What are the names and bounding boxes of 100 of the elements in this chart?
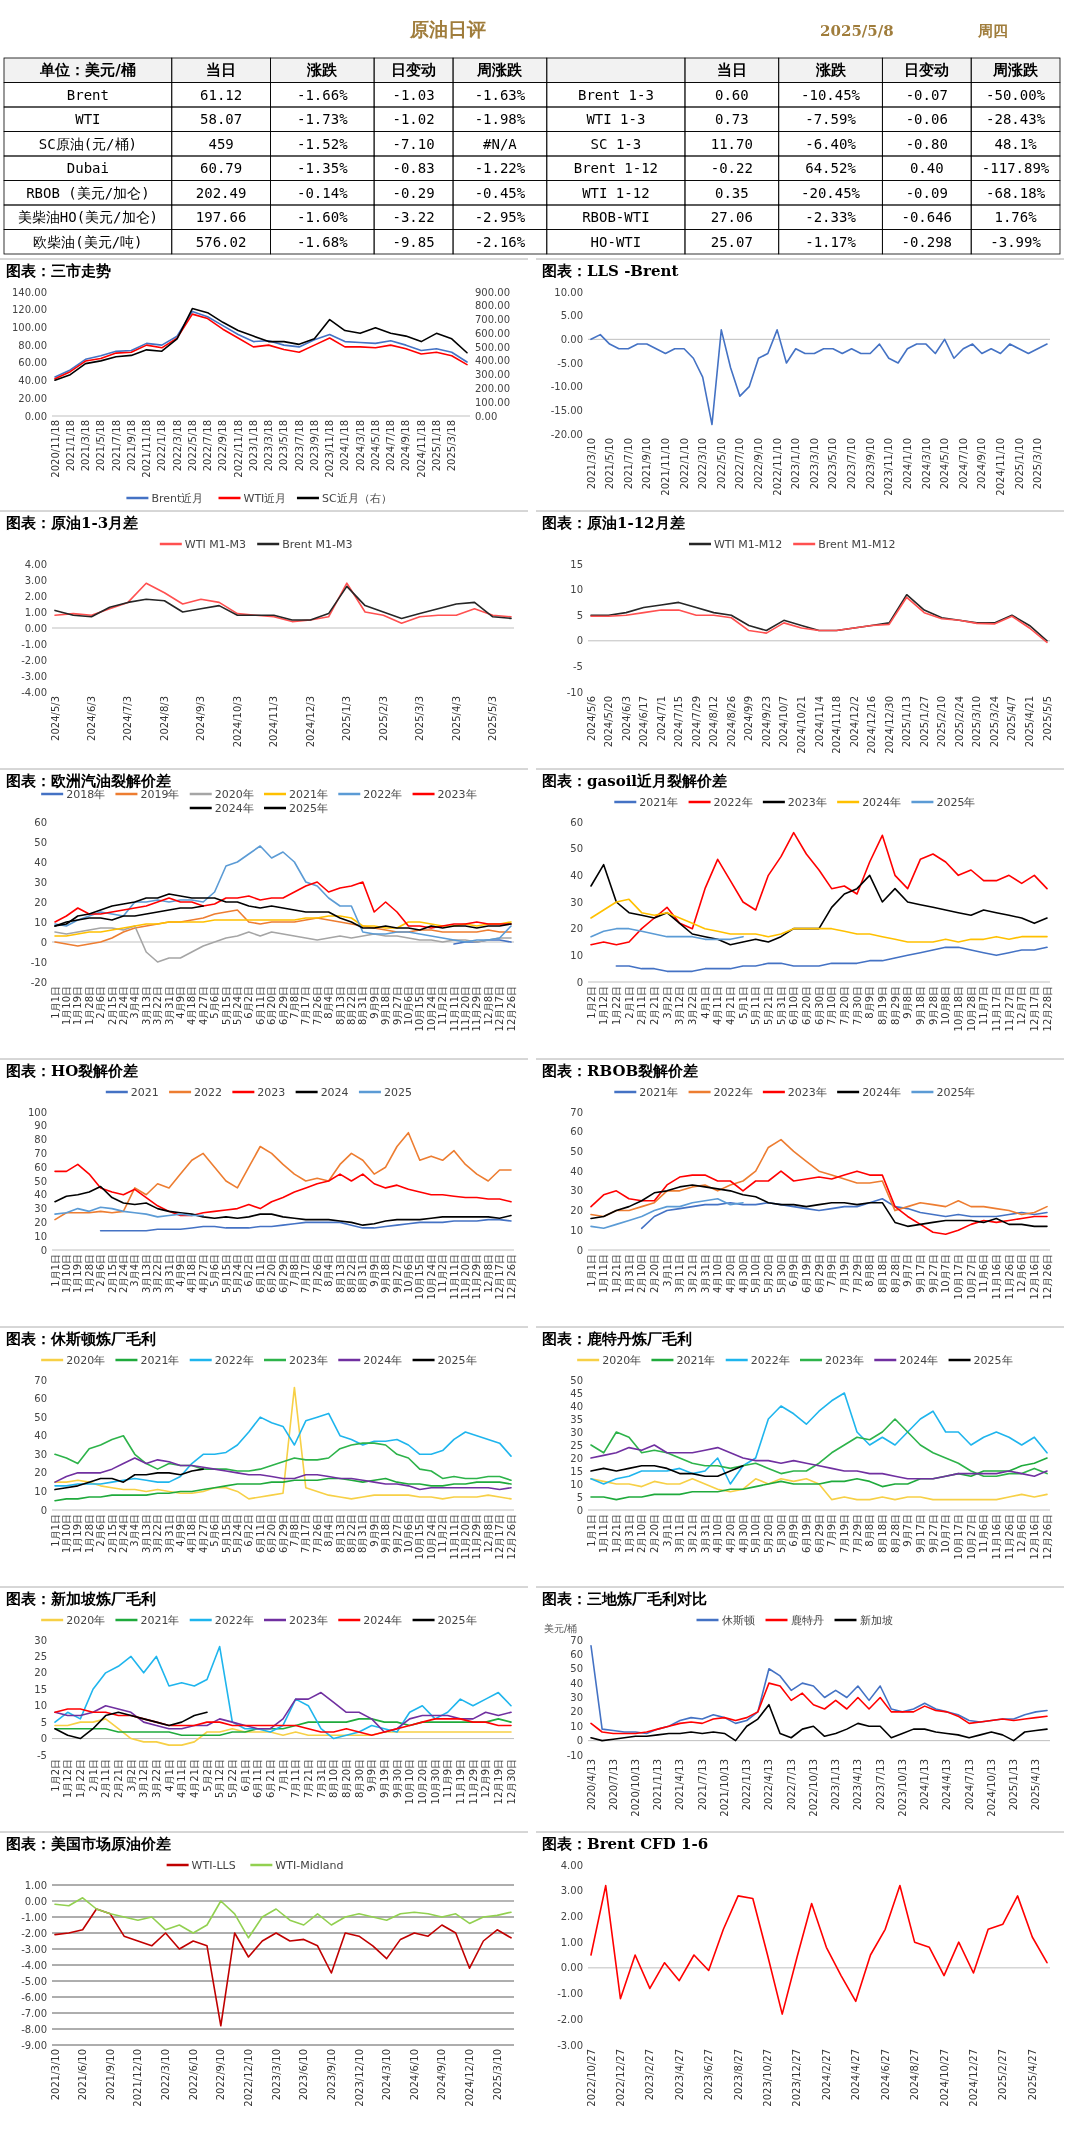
x-tick-label: 3月4日 (129, 1514, 141, 1547)
y-tick-label: 70 (34, 1147, 47, 1159)
x-tick-label: 10月8日 (940, 986, 952, 1026)
y-tick-label: 20 (34, 1216, 47, 1228)
category-label: 日变动 (391, 61, 437, 80)
y-tick-label: -10.00 (550, 381, 583, 393)
x-tick-label: 5月6日 (209, 986, 221, 1019)
x-tick-label: 5月12日 (214, 1759, 226, 1799)
y-tick-label: 60 (34, 1393, 47, 1405)
x-tick-label: 11月16日 (990, 1254, 1002, 1300)
x-tick-label: 7月19日 (838, 1254, 850, 1294)
x-tick-label: 10月7日 (940, 1254, 952, 1294)
x-tick-label: 7月1日 (277, 1759, 289, 1792)
x-tick-label: 6月19日 (800, 1514, 812, 1554)
y-tick-label: 20 (34, 896, 47, 908)
x-tick-label: 2月24日 (117, 986, 129, 1026)
x-tick-label: 2025/4/13 (1030, 1759, 1042, 1811)
text: 64.52% (805, 160, 857, 177)
x-tick-label: 2024/8/12 (708, 696, 720, 748)
x-tick-label: 4月9日 (174, 1514, 186, 1547)
y-tick-label: 60 (34, 816, 47, 828)
x-tick-label: 8月18日 (876, 1254, 888, 1294)
x-tick-label: 9月19日 (378, 1759, 390, 1799)
y-tick-label: 50 (34, 836, 47, 848)
legend-label: 2025 (383, 1086, 412, 1099)
legend-label: 2024年 (363, 1614, 403, 1627)
x-tick-label: 8月22日 (345, 1254, 357, 1294)
x-tick-label: 2024/10/27 (938, 2049, 950, 2107)
x-tick-label: 4月21日 (188, 1759, 200, 1799)
x-tick-label: 2月21日 (648, 986, 660, 1026)
legend-label: 2022年 (750, 1354, 790, 1367)
chart-title: 图表：原油1-3月差 (6, 514, 139, 532)
x-tick-label: 2024/8/26 (725, 696, 737, 748)
y-tick-label: 0.00 (24, 622, 47, 634)
x-tick-label: 3月22日 (152, 1514, 164, 1554)
legend-label: 2022年 (713, 796, 753, 809)
x-tick-label: 5月10日 (750, 1514, 762, 1554)
text: -28.43% (986, 111, 1046, 128)
x-tick-label: 10月30日 (429, 1759, 441, 1805)
text: -0.298 (901, 233, 953, 250)
x-tick-label: 2025/3/3 (414, 696, 426, 741)
x-tick-label: 3月1日 (661, 1514, 673, 1547)
legend-label: 2022年 (214, 1354, 254, 1367)
y-tick-label: -4.00 (21, 686, 47, 698)
x-tick-label: 9月28日 (927, 986, 939, 1026)
x-tick-label: 8月29日 (889, 986, 901, 1026)
x-tick-label: 7月31日 (315, 1759, 327, 1799)
x-tick-label: 2月1日 (87, 1759, 99, 1792)
x-tick-label: 4月10日 (712, 1514, 724, 1554)
x-tick-label: 1月1日 (49, 1514, 61, 1547)
x-tick-label: 2021/5/10 (604, 438, 616, 490)
x-tick-label: 4月18日 (186, 1514, 198, 1554)
text: -1.03 (392, 86, 435, 103)
x-tick-label: 3月13日 (140, 1514, 152, 1554)
y-tick-label: -20.00 (550, 428, 583, 440)
x-tick-label: 7月29日 (851, 1514, 863, 1554)
y-tick-label: -15.00 (550, 404, 583, 416)
x-tick-label: 9月18日 (914, 986, 926, 1026)
text: -1.66% (296, 86, 349, 103)
text: -1.98% (474, 111, 526, 128)
text: Brent (66, 86, 109, 103)
legend-label: 2023年 (289, 1354, 328, 1367)
x-tick-label: 3月31日 (163, 1514, 175, 1554)
x-tick-label: 2021/3/10 (585, 438, 597, 490)
x-tick-label: 12月26日 (1041, 1514, 1053, 1560)
x-tick-label: 4月10日 (712, 1254, 724, 1294)
x-tick-label: 2020/10/13 (629, 1759, 641, 1817)
x-tick-label: 4月1日 (699, 986, 711, 1019)
x-tick-label: 2021/1/13 (652, 1759, 664, 1811)
x-tick-label: 10月20日 (416, 1759, 428, 1805)
x-tick-label: 3月21日 (686, 1514, 698, 1554)
chart-title: 图表：欧洲汽油裂解价差 (6, 772, 171, 790)
y-tick-label: 30 (34, 1634, 47, 1646)
x-tick-label: 3月31日 (163, 1254, 175, 1294)
y-tick-label: 30 (34, 1203, 47, 1215)
x-tick-label: 4月27日 (197, 1514, 209, 1554)
y-tick-label: 0.00 (560, 1962, 583, 1974)
y-tick-label: 60 (570, 816, 583, 828)
y-tick-label: 50 (570, 1663, 583, 1675)
x-tick-label: 2月6日 (95, 986, 107, 1019)
x-tick-label: 2024/7/1 (655, 696, 667, 741)
x-tick-label: 8月22日 (345, 986, 357, 1026)
text: -0.29 (392, 184, 435, 201)
text: -3.22 (392, 209, 435, 226)
x-tick-label: 2024/11/18 (415, 420, 427, 478)
x-tick-label: 6月11日 (254, 1254, 266, 1294)
x-tick-label: 5月21日 (762, 986, 774, 1026)
chart-title: 图表：鹿特丹炼厂毛利 (542, 1330, 692, 1348)
y-tick-label: 30 (34, 1448, 47, 1460)
y-tick-label: 10 (570, 1478, 583, 1490)
legend-label: SC近月（右） (321, 492, 392, 505)
chart-title: 图表：休斯顿炼厂毛利 (6, 1330, 156, 1348)
text: -0.22 (710, 160, 753, 177)
x-tick-label: 9月9日 (368, 986, 380, 1019)
x-tick-label: 1月21日 (610, 1254, 622, 1294)
x-tick-label: 2025/3/10 (491, 2049, 503, 2101)
x-tick-label: 9月7日 (902, 1254, 914, 1287)
text: 1.76% (994, 209, 1038, 226)
y-tick-label: 0 (40, 1733, 47, 1745)
y-tick-label: 25 (570, 1439, 583, 1451)
